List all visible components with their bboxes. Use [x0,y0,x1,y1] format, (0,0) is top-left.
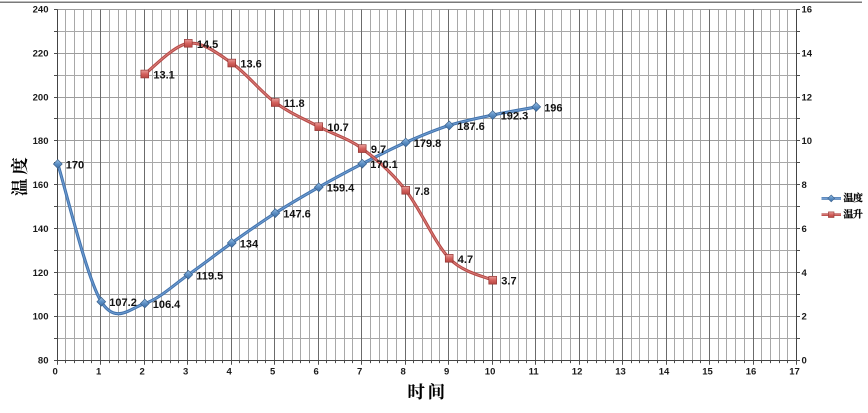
svg-text:107.2: 107.2 [109,297,137,309]
svg-text:6: 6 [313,367,318,378]
svg-text:80: 80 [38,356,49,367]
svg-text:134: 134 [240,238,259,250]
svg-text:200: 200 [33,92,49,103]
svg-text:9.7: 9.7 [371,144,386,156]
svg-text:12: 12 [802,92,813,103]
svg-text:15: 15 [702,367,713,378]
svg-text:7: 7 [357,367,362,378]
svg-text:4: 4 [802,268,808,279]
svg-text:13.6: 13.6 [240,59,261,71]
svg-text:220: 220 [33,48,49,59]
svg-text:187.6: 187.6 [457,121,485,133]
svg-text:8: 8 [400,367,405,378]
svg-text:140: 140 [33,224,49,235]
svg-text:0: 0 [802,356,807,367]
svg-text:2: 2 [140,367,145,378]
svg-text:192.3: 192.3 [501,111,529,123]
svg-text:11: 11 [529,367,540,378]
svg-text:240: 240 [33,5,49,16]
svg-text:4.7: 4.7 [458,254,473,266]
svg-text:13: 13 [615,367,626,378]
svg-text:120: 120 [33,268,49,279]
svg-text:10: 10 [485,367,496,378]
svg-text:6: 6 [802,224,807,235]
svg-text:106.4: 106.4 [153,299,181,311]
svg-text:100: 100 [33,312,49,323]
svg-text:14: 14 [802,48,813,59]
svg-text:3.7: 3.7 [501,276,516,288]
svg-text:170: 170 [66,159,84,171]
svg-text:17: 17 [789,367,800,378]
svg-text:16: 16 [746,367,757,378]
svg-text:14: 14 [659,367,670,378]
svg-text:0: 0 [53,367,58,378]
svg-text:10: 10 [802,136,813,147]
svg-text:9: 9 [444,367,449,378]
svg-text:8: 8 [802,180,807,191]
svg-text:2: 2 [802,312,807,323]
svg-text:7.8: 7.8 [414,186,429,198]
svg-text:1: 1 [96,367,102,378]
svg-text:196: 196 [544,102,562,114]
svg-text:12: 12 [572,367,583,378]
svg-text:10.7: 10.7 [327,122,348,134]
svg-text:4: 4 [227,367,233,378]
svg-text:147.6: 147.6 [283,209,311,221]
svg-text:179.8: 179.8 [414,138,442,150]
svg-text:11.8: 11.8 [284,98,305,110]
svg-text:3: 3 [183,367,188,378]
svg-text:170.1: 170.1 [370,159,398,171]
svg-text:160: 160 [33,180,49,191]
svg-text:16: 16 [802,5,813,16]
svg-text:5: 5 [270,367,276,378]
svg-text:119.5: 119.5 [196,270,223,282]
svg-text:13.1: 13.1 [153,70,174,82]
svg-text:14.5: 14.5 [197,39,218,51]
svg-text:180: 180 [33,136,49,147]
svg-text:159.4: 159.4 [327,183,355,195]
